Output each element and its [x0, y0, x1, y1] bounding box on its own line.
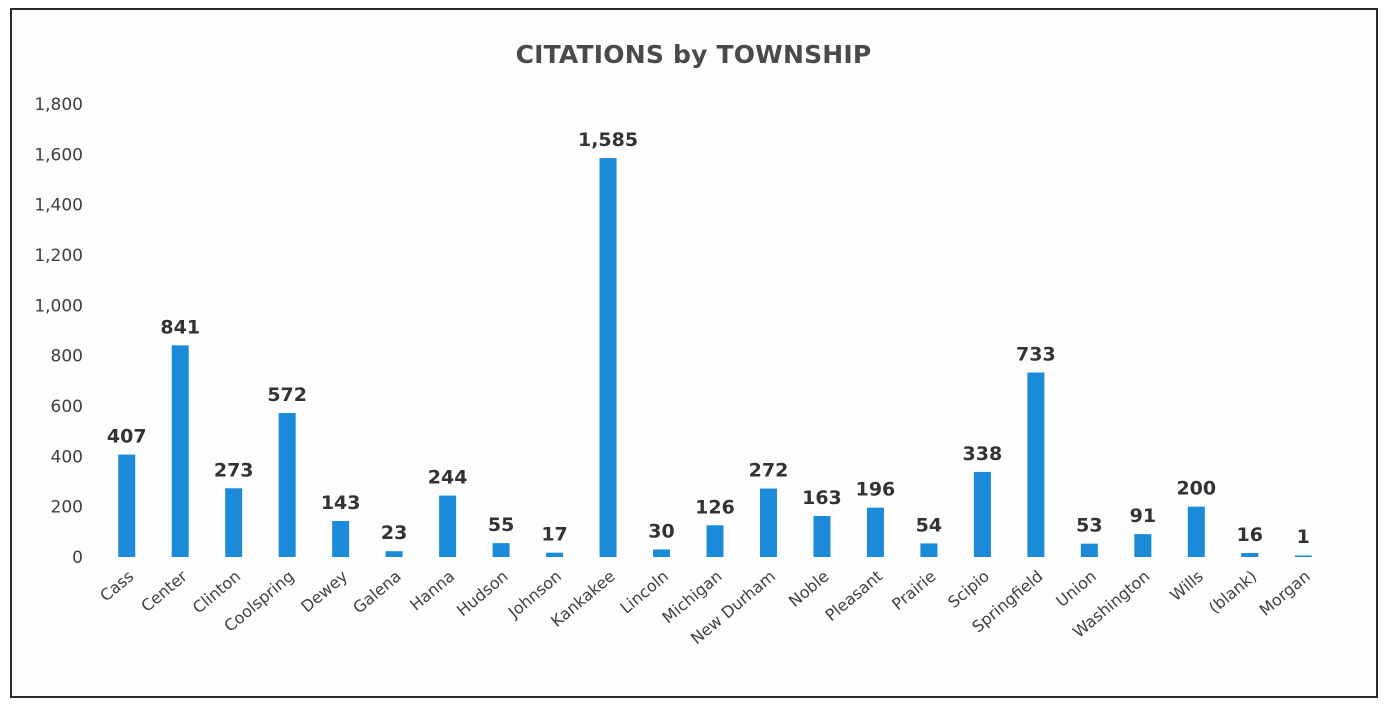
x-tick-label: Cass — [96, 567, 137, 606]
data-label: 1 — [1297, 526, 1310, 548]
y-tick-label: 1,600 — [34, 145, 83, 165]
data-label: 572 — [267, 384, 307, 406]
data-label: 53 — [1076, 515, 1102, 537]
data-label: 272 — [749, 460, 789, 482]
x-tick-label: Prairie — [888, 567, 939, 614]
data-label: 55 — [488, 514, 514, 536]
bar — [385, 551, 403, 557]
bar — [1080, 543, 1098, 557]
chart-frame — [10, 8, 1378, 698]
data-label: 30 — [648, 520, 674, 542]
data-label: 143 — [321, 492, 361, 514]
bar — [118, 454, 136, 557]
y-tick-label: 0 — [72, 548, 83, 568]
bar — [653, 549, 671, 557]
data-label: 841 — [160, 316, 200, 338]
data-label: 244 — [428, 467, 468, 489]
y-tick-label: 600 — [51, 397, 83, 417]
x-tick-label: (blank) — [1205, 567, 1260, 618]
x-tick-label: Galena — [349, 567, 404, 618]
data-label: 196 — [856, 479, 896, 501]
bar — [759, 488, 777, 557]
x-tick-label: Noble — [785, 567, 833, 611]
bar — [439, 495, 457, 557]
data-label: 338 — [963, 443, 1003, 465]
bar — [225, 488, 243, 557]
data-label: 163 — [802, 487, 842, 509]
x-tick-label: Center — [137, 566, 191, 615]
bar — [332, 521, 350, 557]
y-tick-label: 400 — [51, 447, 83, 467]
bar — [1187, 506, 1205, 557]
y-tick-label: 1,200 — [34, 246, 83, 266]
bar — [973, 471, 991, 557]
data-label: 17 — [541, 524, 567, 546]
y-tick-label: 1,800 — [34, 95, 83, 115]
y-axis: 0 200 400 600 800 1,000 1,200 1,400 1,600 1,800 — [34, 95, 83, 568]
bar-series — [118, 158, 1312, 557]
y-tick-label: 1,400 — [34, 196, 83, 216]
data-label: 200 — [1176, 478, 1216, 500]
data-label: 1,585 — [578, 129, 638, 151]
x-tick-label: Union — [1052, 567, 1100, 611]
data-label: 273 — [214, 459, 254, 481]
y-tick-label: 200 — [51, 498, 83, 518]
data-label: 23 — [381, 522, 407, 544]
bar — [546, 552, 564, 557]
data-label: 91 — [1130, 505, 1156, 527]
x-tick-label: Dewey — [297, 567, 351, 617]
x-tick-label: Morgan — [1256, 567, 1314, 620]
data-label: 733 — [1016, 344, 1056, 366]
y-tick-label: 800 — [51, 347, 83, 367]
bar — [813, 515, 831, 557]
x-tick-label: Scipio — [944, 567, 993, 612]
data-label: 407 — [107, 426, 147, 448]
data-label: 16 — [1237, 524, 1263, 546]
bar — [492, 543, 510, 557]
bar — [920, 543, 938, 557]
x-tick-label: Hanna — [406, 567, 458, 615]
bar — [599, 158, 617, 557]
bar — [1241, 552, 1259, 557]
bar — [706, 525, 724, 557]
x-tick-label: Pleasant — [821, 567, 886, 625]
bar — [171, 345, 189, 557]
y-tick-label: 1,000 — [34, 296, 83, 316]
data-label: 126 — [695, 496, 735, 518]
bar — [1294, 555, 1312, 557]
bar — [1134, 534, 1152, 557]
x-tick-label: Wills — [1166, 567, 1207, 605]
bar — [278, 413, 296, 557]
bar — [866, 507, 884, 557]
bar — [1027, 372, 1045, 557]
chart-title: CITATIONS by TOWNSHIP — [515, 40, 872, 69]
x-tick-label: Hudson — [453, 567, 512, 621]
data-label: 54 — [916, 514, 942, 536]
